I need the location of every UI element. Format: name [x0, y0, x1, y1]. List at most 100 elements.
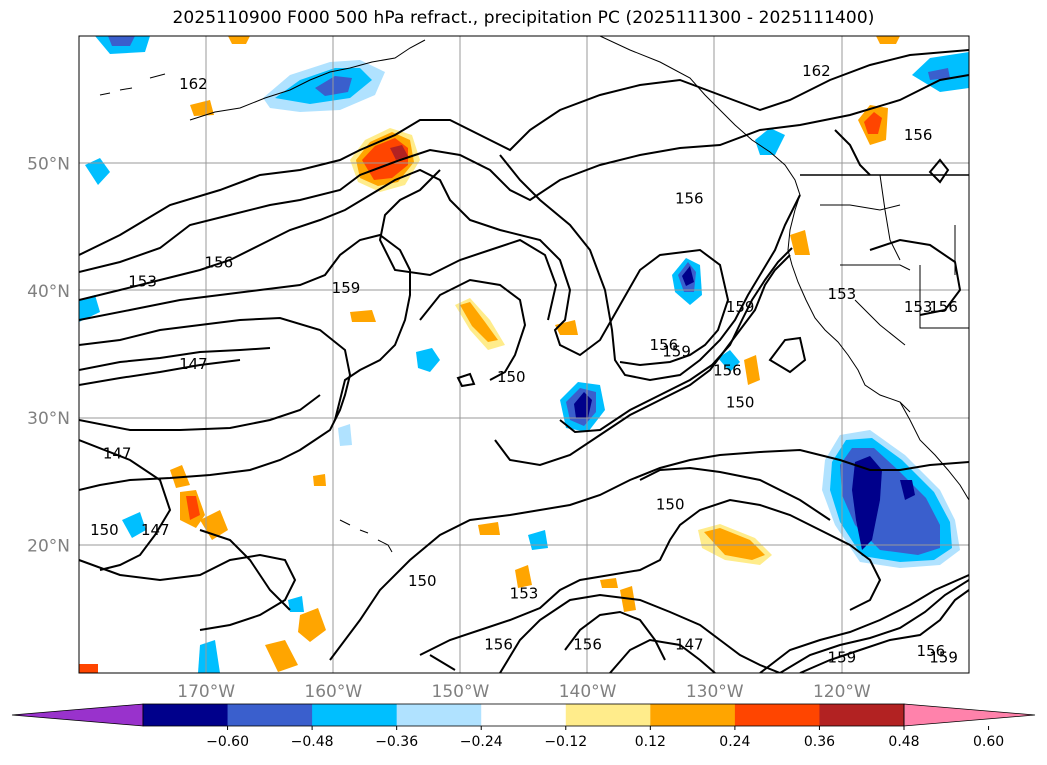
- colorbar-segment: [650, 704, 736, 726]
- map-area: 1621621561561531561591471501591561591561…: [79, 36, 969, 673]
- coastline-aleutians: [99, 73, 166, 96]
- precip-negative-area: [288, 596, 304, 612]
- precip-negative-area: [682, 266, 694, 286]
- colorbar-tick-label: −0.60: [206, 734, 249, 750]
- contour-label: 153: [510, 585, 539, 603]
- lon-label: 150°W: [432, 682, 490, 702]
- precip-positive-area: [200, 510, 228, 540]
- precip-positive-area: [478, 522, 500, 535]
- contour-line: [79, 359, 241, 386]
- colorbar-segment: [143, 704, 229, 726]
- contour-line: [834, 129, 871, 176]
- colorbar-tick-label: −0.36: [375, 734, 418, 750]
- colorbar-segment: [734, 704, 820, 726]
- coastline-hawaii: [339, 519, 393, 553]
- contour-line: [928, 158, 950, 184]
- contour-label: 150: [497, 368, 526, 386]
- colorbar-segment: [565, 704, 651, 726]
- contour-line: [456, 372, 476, 388]
- contour-label: 156: [484, 636, 513, 654]
- colorbar-extend-high: [903, 703, 1036, 727]
- lat-axis-labels: 50°N 40°N 30°N 20°N: [27, 154, 70, 556]
- colorbar-segment: [396, 704, 482, 726]
- lon-axis-labels: 170°W 160°W 150°W 140°W 130°W 120°W: [177, 682, 871, 702]
- contour-label: 156: [904, 126, 933, 144]
- contour-label: 156: [573, 636, 602, 654]
- precip-positive-area: [704, 528, 765, 560]
- lon-label: 130°W: [686, 682, 744, 702]
- contour-line: [79, 233, 411, 421]
- contour-line: [564, 610, 666, 661]
- precip-positive-area: [515, 565, 532, 588]
- contour-line: [199, 529, 291, 611]
- colorbar-tick-label: −0.48: [291, 734, 334, 750]
- contour-label: 159: [929, 648, 958, 666]
- precip-negative-area: [122, 512, 146, 538]
- contour-line: [79, 49, 969, 256]
- colorbar-extend-low: [11, 703, 144, 727]
- contour-label: 162: [179, 75, 208, 93]
- precip-positive-area: [298, 608, 326, 642]
- contour-label: 159: [828, 648, 857, 666]
- refractivity-contours: [79, 49, 969, 673]
- contour-line: [429, 654, 456, 671]
- lon-label: 160°W: [304, 682, 362, 702]
- precip-negative-area: [528, 530, 548, 550]
- lat-label: 20°N: [27, 537, 70, 557]
- precip-positive-area: [744, 355, 760, 385]
- lon-label: 170°W: [177, 682, 235, 702]
- lat-label: 50°N: [27, 154, 70, 174]
- chart-title: 2025110900 F000 500 hPa refract., precip…: [172, 8, 875, 28]
- contour-line: [378, 169, 558, 321]
- contour-line: [79, 394, 321, 431]
- contour-label: 159: [662, 343, 691, 361]
- contour-label: 159: [332, 279, 361, 297]
- contour-line: [559, 247, 793, 434]
- colorbar-tick-label: 0.12: [635, 734, 666, 750]
- precip-negative-area: [85, 158, 110, 185]
- precip-positive-area: [600, 578, 618, 588]
- contour-line: [79, 553, 297, 631]
- contour-line: [329, 448, 969, 661]
- contour-label: 150: [726, 393, 755, 411]
- contour-line: [79, 74, 969, 273]
- contour-line: [499, 154, 801, 382]
- contour-label: 153: [904, 298, 933, 316]
- contour-line: [419, 498, 882, 656]
- contour-line: [779, 579, 969, 673]
- colorbar: −0.60 −0.48 −0.36 −0.24 −0.12 0.12 0.24 0.36 0.4…: [11, 703, 1036, 750]
- precip-negative-area: [852, 456, 882, 550]
- contour-label: 147: [103, 444, 132, 462]
- contour-label: 159: [726, 298, 755, 316]
- lat-label: 40°N: [27, 282, 70, 302]
- precip-positive-area: [228, 36, 250, 44]
- contour-line: [79, 439, 172, 571]
- precip-positive-area: [79, 664, 98, 673]
- border-states: [820, 174, 969, 346]
- colorbar-tick-label: 0.24: [719, 734, 750, 750]
- colorbar-segment: [227, 704, 313, 726]
- contour-label: 156: [650, 336, 679, 354]
- precip-negative-area: [198, 640, 220, 673]
- precip-positive-area: [460, 302, 498, 342]
- contour-label: 156: [929, 298, 958, 316]
- precip-negative-area: [108, 36, 135, 46]
- contour-line: [79, 168, 730, 367]
- colorbar-tick-label: 0.48: [888, 734, 919, 750]
- coastline-baja: [899, 401, 969, 501]
- precip-negative-area: [718, 350, 740, 372]
- precip-positive-area: [350, 310, 376, 322]
- precip-negative-area: [338, 424, 352, 446]
- precip-positive-area: [186, 496, 200, 520]
- contour-label: 147: [179, 355, 208, 373]
- precip-negative-area: [79, 295, 100, 322]
- contour-line: [869, 238, 962, 316]
- precip-negative-area: [416, 348, 440, 372]
- contour-line: [609, 638, 716, 673]
- colorbar-tick-label: 0.60: [973, 734, 1004, 750]
- colorbar-segment: [819, 704, 905, 726]
- precip-positive-area: [864, 112, 882, 134]
- contour-line: [419, 278, 527, 381]
- lat-label: 30°N: [27, 409, 70, 429]
- contour-label: 150: [408, 572, 437, 590]
